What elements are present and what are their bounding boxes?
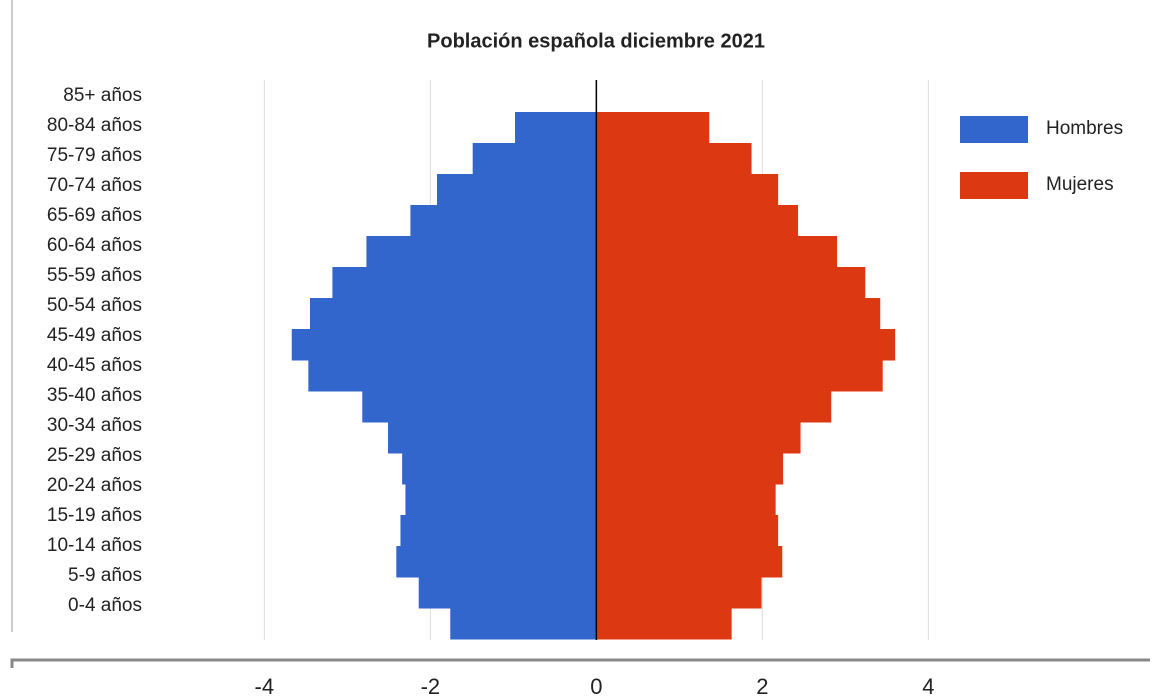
bar <box>596 577 762 609</box>
y-tick-label: 85+ años <box>63 85 142 106</box>
y-tick-label: 55-59 años <box>47 265 142 286</box>
bottom-axis <box>10 658 1150 668</box>
bar <box>396 546 597 578</box>
bar <box>596 112 710 144</box>
bar <box>450 608 597 640</box>
bar <box>596 422 801 454</box>
y-tick-label: 20-24 años <box>47 475 142 496</box>
x-tick-label: -4 <box>255 674 275 696</box>
bar <box>596 205 799 237</box>
legend-label: Mujeres <box>1046 174 1114 195</box>
y-tick-label: 80-84 años <box>47 115 142 136</box>
bar <box>436 174 597 206</box>
y-tick-label: 0-4 años <box>68 595 142 616</box>
bar <box>400 515 597 547</box>
bar <box>291 329 597 361</box>
chart-title: Población española diciembre 2021 <box>427 30 765 52</box>
bar <box>366 236 597 268</box>
bar <box>596 298 881 330</box>
bar <box>515 112 597 144</box>
bar <box>596 484 776 516</box>
bar <box>472 143 597 175</box>
bar <box>308 360 597 392</box>
bar <box>309 298 597 330</box>
y-tick-label: 25-29 años <box>47 445 142 466</box>
bar <box>596 143 752 175</box>
y-tick-label: 50-54 años <box>47 295 142 316</box>
y-tick-label: 15-19 años <box>47 505 142 526</box>
y-tick-label: 70-74 años <box>47 175 142 196</box>
bar <box>405 484 597 516</box>
y-tick-label: 5-9 años <box>68 565 142 586</box>
bar <box>410 205 597 237</box>
bar <box>596 174 779 206</box>
y-tick-label: 45-49 años <box>47 325 142 346</box>
x-tick-label: -2 <box>421 674 441 696</box>
bar <box>362 391 597 423</box>
x-tick-label: 2 <box>756 674 768 696</box>
bar <box>402 453 597 485</box>
y-tick-label: 30-34 años <box>47 415 142 436</box>
bar <box>596 329 896 361</box>
y-tick-label: 35-40 años <box>47 385 142 406</box>
y-tick-label: 40-45 años <box>47 355 142 376</box>
bar <box>418 577 597 609</box>
bar <box>596 453 784 485</box>
bar <box>596 515 779 547</box>
x-tick-label: 0 <box>590 674 602 696</box>
bar <box>332 267 597 299</box>
x-tick-label: 4 <box>922 674 934 696</box>
legend-label: Hombres <box>1046 118 1123 139</box>
legend-swatch <box>960 116 1028 143</box>
bar <box>596 236 838 268</box>
bar <box>596 267 866 299</box>
legend-swatch <box>960 172 1028 199</box>
bar <box>596 608 732 640</box>
bar <box>388 422 597 454</box>
bar <box>596 546 783 578</box>
bar <box>596 391 832 423</box>
y-tick-label: 75-79 años <box>47 145 142 166</box>
y-tick-label: 60-64 años <box>47 235 142 256</box>
bar <box>596 360 883 392</box>
y-tick-label: 65-69 años <box>47 205 142 226</box>
y-tick-label: 10-14 años <box>47 535 142 556</box>
